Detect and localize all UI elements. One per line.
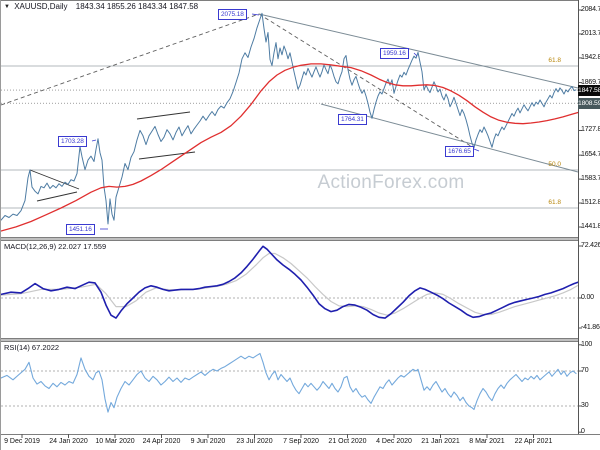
price-annotation-0: 2075.18 bbox=[218, 9, 247, 20]
date-axis-label-4: 9 Jun 2020 bbox=[190, 438, 226, 445]
rsi-indicator-label: RSI(14) 67.2022 bbox=[4, 343, 60, 352]
price-series bbox=[1, 12, 577, 225]
price-axis-label-1: 2013.75 bbox=[581, 29, 600, 37]
macd-axis-label-0: 72.426 bbox=[581, 242, 600, 249]
date-axis-label-5: 23 Jul 2020 bbox=[236, 438, 273, 445]
last-price-badge: 1847.58 bbox=[578, 84, 600, 96]
date-axis-label-8: 4 Dec 2020 bbox=[376, 438, 412, 445]
date-axis-label-3: 24 Apr 2020 bbox=[142, 438, 181, 445]
date-axis-label-10: 8 Mar 2021 bbox=[469, 438, 505, 445]
macd-signal-series bbox=[1, 252, 579, 316]
fib-level-label-2: 61.8 bbox=[548, 199, 561, 206]
price-axis-label-3: 1869.70 bbox=[581, 78, 600, 86]
price-axis-label-6: 1654.70 bbox=[581, 151, 600, 159]
rsi-axis-label-1: 70 bbox=[581, 367, 589, 375]
date-axis-label-11: 22 Apr 2021 bbox=[514, 438, 553, 445]
date-axis-label-7: 21 Oct 2020 bbox=[328, 438, 367, 445]
ohlc-values: 1843.34 1855.26 1843.34 1847.58 bbox=[75, 2, 199, 11]
price-axis-label-0: 2084.70 bbox=[581, 6, 600, 13]
price-axis-label-8: 1512.80 bbox=[581, 199, 600, 207]
reference-price-badge: 1808.59 bbox=[578, 97, 600, 109]
macd-axis-label-2: -41.867 bbox=[581, 324, 600, 331]
rsi-series bbox=[1, 352, 577, 413]
macd-indicator-label: MACD(12,26,9) 22.027 17.559 bbox=[4, 242, 107, 251]
rsi-axis-label-2: 30 bbox=[581, 401, 589, 409]
price-annotation-4: 1676.65 bbox=[445, 146, 474, 157]
macd-main-series bbox=[1, 245, 579, 319]
date-axis-label-1: 24 Jan 2020 bbox=[49, 438, 88, 445]
macd-axis-label-1: 0.00 bbox=[581, 293, 594, 301]
moving-average-series bbox=[1, 63, 579, 232]
symbol-title: ▼ XAUUSD,Daily 1843.34 1855.26 1843.34 1… bbox=[4, 2, 198, 11]
fib-level-label-1: 50.0 bbox=[548, 161, 561, 168]
price-annotation-5: 1451.16 bbox=[66, 224, 95, 235]
price-axis-label-9: 1441.85 bbox=[581, 223, 600, 230]
date-axis-label-0: 9 Dec 2019 bbox=[4, 438, 40, 445]
watermark: ActionForex.com bbox=[317, 172, 465, 193]
price-axis-label-5: 1727.80 bbox=[581, 126, 600, 134]
price-axis-label-2: 1942.80 bbox=[581, 53, 600, 61]
price-annotation-1: 1959.16 bbox=[380, 48, 409, 59]
collapse-triangle-icon[interactable]: ▼ bbox=[4, 4, 10, 10]
price-annotation-3: 1764.31 bbox=[338, 114, 367, 125]
symbol-name: XAUUSD,Daily bbox=[14, 2, 68, 11]
fib-level-label-0: 61.8 bbox=[548, 57, 561, 64]
price-annotation-2: 1703.28 bbox=[58, 136, 87, 147]
price-axis-label-7: 1583.75 bbox=[581, 175, 600, 183]
date-axis-label-2: 10 Mar 2020 bbox=[95, 438, 135, 445]
date-axis-label-6: 7 Sep 2020 bbox=[283, 438, 319, 445]
date-axis-label-9: 21 Jan 2021 bbox=[421, 438, 460, 445]
rsi-axis-label-0: 100 bbox=[581, 340, 593, 348]
rsi-axis-label-3: 0 bbox=[581, 428, 585, 436]
